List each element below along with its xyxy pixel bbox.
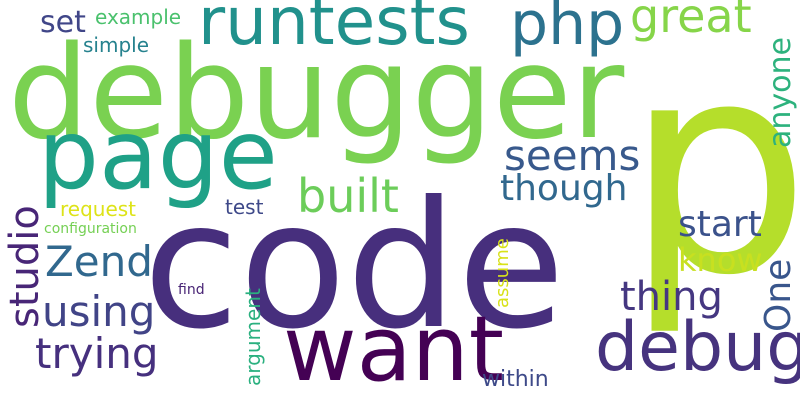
word-request: request <box>60 197 136 221</box>
word-runtests: runtests <box>198 0 470 60</box>
word-within: within <box>482 367 549 392</box>
word-built: built <box>297 169 399 223</box>
word-set: set <box>40 5 86 40</box>
word-debugger: debugger <box>8 19 625 168</box>
word-assume: assume <box>492 238 513 308</box>
word-start: start <box>678 204 762 245</box>
word-code: code <box>143 165 565 368</box>
word-want: want <box>283 297 504 400</box>
word-know: know <box>678 241 763 279</box>
word-example: example <box>95 5 181 29</box>
word-anyone: anyone <box>763 37 798 148</box>
word-great: great <box>630 0 752 43</box>
word-seems: seems <box>504 131 640 180</box>
word-trying: trying <box>35 329 159 378</box>
word-find: find <box>178 282 205 298</box>
word-configuration: configuration <box>44 221 137 237</box>
word-page: page <box>38 99 278 211</box>
word-one: One <box>758 259 799 332</box>
word-using: using <box>42 287 155 336</box>
word-though: though <box>500 168 627 209</box>
word-test: test <box>225 195 264 219</box>
word-p: p <box>625 0 800 339</box>
word-thing: thing <box>620 274 723 320</box>
word-studio: studio <box>2 205 48 328</box>
word-simple: simple <box>83 33 149 57</box>
word-php: php <box>510 0 624 59</box>
word-argument: argument <box>241 288 265 386</box>
word-debug: debug <box>595 308 800 387</box>
word-zend: Zend <box>45 237 153 286</box>
